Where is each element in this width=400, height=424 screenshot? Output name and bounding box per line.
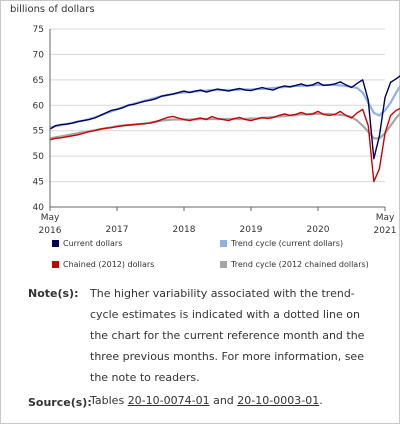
notes-text: The higher variability associated with t… xyxy=(90,287,365,384)
notes-label: Note(s): xyxy=(28,287,79,300)
sources-suffix: . xyxy=(319,394,323,407)
x-tick-label: 2020 xyxy=(307,225,330,235)
x-tick-label: 2018 xyxy=(173,225,196,235)
notes-section: Note(s): The higher variability associat… xyxy=(28,283,378,413)
source-link-table-2[interactable]: 20-10-0003-01 xyxy=(237,394,320,407)
line-chart: 40 45 50 55 60 65 70 75 May 2016 2017 2018 2019 2020 M… xyxy=(33,25,400,236)
legend-swatch xyxy=(52,261,59,268)
legend-label: Current dollars xyxy=(63,239,123,248)
x-tick-label: 2017 xyxy=(106,225,129,235)
x-tick-label: May xyxy=(376,213,395,223)
series-line-trend-cycle-current-dollars xyxy=(49,83,400,129)
notes-row: Note(s): The higher variability associat… xyxy=(28,283,378,388)
legend-label: Trend cycle (current dollars) xyxy=(231,239,344,248)
y-tick-label: 60 xyxy=(33,101,45,111)
legend-item-current-dollars: Current dollars xyxy=(52,239,122,248)
y-tick-label: 70 xyxy=(33,50,45,60)
legend-swatch xyxy=(220,261,227,268)
y-tick-label: 65 xyxy=(33,76,44,86)
x-tick-label: 2019 xyxy=(240,225,263,235)
sources-row: Source(s): Tables 20-10-0074-01 and 20-1… xyxy=(28,392,378,413)
legend-label: Trend cycle (2012 chained dollars) xyxy=(231,260,369,269)
series-line-chained-2012-dollars xyxy=(49,107,400,183)
series-layer xyxy=(49,75,400,183)
x-tick-label: 2016 xyxy=(39,226,62,236)
sources-text: Tables 20-10-0074-01 and 20-10-0003-01. xyxy=(90,392,323,413)
source-link-table-1[interactable]: 20-10-0074-01 xyxy=(127,394,210,407)
y-tick-label: 50 xyxy=(33,152,45,162)
legend-item-trend-current: Trend cycle (current dollars) xyxy=(220,239,343,248)
legend-item-trend-chained: Trend cycle (2012 chained dollars) xyxy=(220,260,369,269)
legend-item-chained-dollars: Chained (2012) dollars xyxy=(52,260,154,269)
legend-swatch xyxy=(220,240,227,247)
y-tick-label: 45 xyxy=(33,178,44,188)
x-tick-label: May xyxy=(41,213,60,223)
axis-layer xyxy=(49,29,386,211)
y-tick-label: 75 xyxy=(33,25,44,35)
series-line-current-dollars xyxy=(49,75,400,160)
legend-swatch xyxy=(52,240,59,247)
sources-label: Source(s): xyxy=(28,396,92,409)
tick-layer: 40 45 50 55 60 65 70 75 May 2016 2017 2018 2019 2020 M… xyxy=(33,25,397,236)
sources-middle: and xyxy=(209,394,238,407)
y-tick-label: 40 xyxy=(33,203,45,213)
sources-prefix: Tables xyxy=(90,394,128,407)
y-tick-label: 55 xyxy=(33,127,44,137)
y-axis-label: billions of dollars xyxy=(10,4,95,15)
legend-label: Chained (2012) dollars xyxy=(63,260,155,269)
x-tick-label: 2021 xyxy=(374,226,397,236)
